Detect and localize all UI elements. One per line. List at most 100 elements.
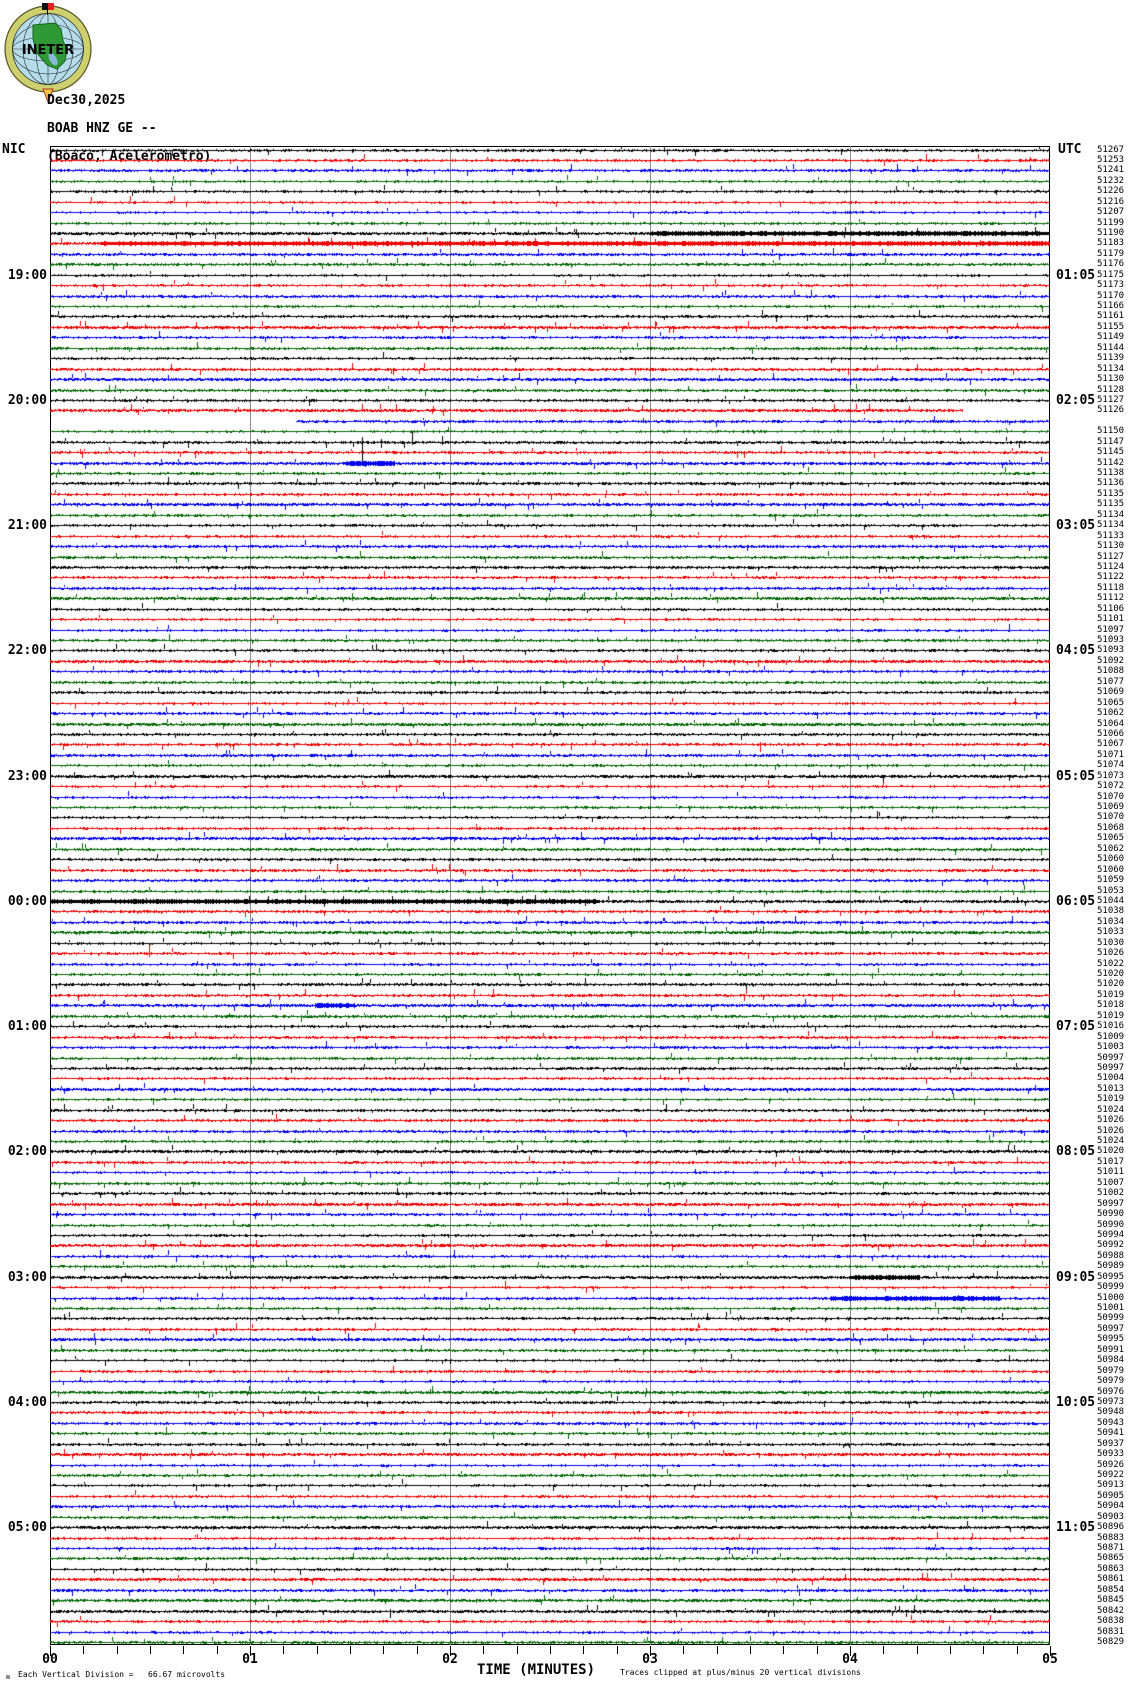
trace-count-value: 51267: [1097, 145, 1125, 155]
trace-count-value: 51044: [1097, 896, 1125, 906]
trace-count-value: 50979: [1097, 1376, 1125, 1386]
utc-timezone-label: UTC: [1058, 142, 1082, 157]
x-axis-tick: [617, 1646, 618, 1654]
trace-count-value: 50904: [1097, 1501, 1125, 1511]
x-axis-tick: [183, 1646, 184, 1654]
x-axis-tick-label: 03: [642, 1652, 658, 1667]
x-axis-tick-label: 01: [242, 1652, 258, 1667]
trace-count-value: 51001: [1097, 1303, 1125, 1313]
trace-count-value: 51007: [1097, 1178, 1125, 1188]
x-axis-tick: [1050, 1646, 1051, 1656]
trace-count-value: 51207: [1097, 207, 1125, 217]
x-axis-tick: [150, 1646, 151, 1654]
trace-count-value: 51145: [1097, 447, 1125, 457]
header-date: Dec30,2025: [47, 93, 126, 108]
trace-count-value: 51065: [1097, 698, 1125, 708]
trace-count-value: 51038: [1097, 906, 1125, 916]
seismogram-trace-canvas: [50, 146, 1050, 1645]
trace-count-value: 51093: [1097, 635, 1125, 645]
trace-count-value: 50937: [1097, 1439, 1125, 1449]
trace-count-value: 51190: [1097, 228, 1125, 238]
trace-count-value: 51166: [1097, 301, 1125, 311]
trace-count-value: 50984: [1097, 1355, 1125, 1365]
x-axis-tick-label: 04: [842, 1652, 858, 1667]
x-axis-tick: [650, 1646, 651, 1656]
trace-count-value: 51088: [1097, 666, 1125, 676]
trace-count-value: 50997: [1097, 1324, 1125, 1334]
trace-count-value: 51062: [1097, 708, 1125, 718]
nic-hour-label: 21:00: [7, 518, 47, 533]
trace-count-value: 50992: [1097, 1240, 1125, 1250]
trace-count-value: 51077: [1097, 677, 1125, 687]
trace-count-value: 51138: [1097, 468, 1125, 478]
trace-count-value: 51020: [1097, 979, 1125, 989]
trace-count-value: 51074: [1097, 760, 1125, 770]
utc-hour-label: 02:05: [1056, 393, 1096, 408]
trace-count-value: 51026: [1097, 1126, 1125, 1136]
x-axis-tick: [750, 1646, 751, 1654]
trace-count-value: 51066: [1097, 729, 1125, 739]
x-axis-tick: [1017, 1646, 1018, 1654]
trace-count-value: 51170: [1097, 291, 1125, 301]
trace-count-value: 51134: [1097, 510, 1125, 520]
trace-count-value: 51101: [1097, 614, 1125, 624]
trace-count-value: 51093: [1097, 645, 1125, 655]
trace-count-value: 51059: [1097, 875, 1125, 885]
trace-count-value: 50861: [1097, 1574, 1125, 1584]
x-axis-tick: [517, 1646, 518, 1654]
trace-count-value: 50854: [1097, 1585, 1125, 1595]
x-axis-tick: [850, 1646, 851, 1656]
trace-count-value: 51060: [1097, 854, 1125, 864]
trace-count-value: 51173: [1097, 280, 1125, 290]
trace-count-value: 51127: [1097, 395, 1125, 405]
trace-count-value: 50943: [1097, 1418, 1125, 1428]
trace-count-value: 51175: [1097, 270, 1125, 280]
trace-count-value: 51070: [1097, 792, 1125, 802]
trace-count-value: 51060: [1097, 865, 1125, 875]
trace-count-value: 50999: [1097, 1282, 1125, 1292]
trace-count-value: 51124: [1097, 562, 1125, 572]
trace-count-value: 51034: [1097, 917, 1125, 927]
nic-hour-label: 05:00: [7, 1520, 47, 1535]
x-axis-tick: [50, 1646, 51, 1656]
trace-count-value: 50988: [1097, 1251, 1125, 1261]
trace-count-value: 51097: [1097, 625, 1125, 635]
trace-count-value: 51017: [1097, 1157, 1125, 1167]
trace-count-value: 50976: [1097, 1387, 1125, 1397]
trace-count-value: 51253: [1097, 155, 1125, 165]
trace-count-value: 51069: [1097, 802, 1125, 812]
trace-count-value: 50995: [1097, 1272, 1125, 1282]
trace-count-value: 50997: [1097, 1199, 1125, 1209]
utc-hour-label: 01:05: [1056, 268, 1096, 283]
x-axis-tick: [283, 1646, 284, 1654]
trace-count-value: 50883: [1097, 1533, 1125, 1543]
trace-count-value: 51139: [1097, 353, 1125, 363]
trace-count-value: 51002: [1097, 1188, 1125, 1198]
trace-count-value: 51053: [1097, 886, 1125, 896]
trace-count-value: 50941: [1097, 1428, 1125, 1438]
trace-count-value: 51064: [1097, 719, 1125, 729]
trace-count-value: 51062: [1097, 844, 1125, 854]
trace-count-value: 51069: [1097, 687, 1125, 697]
x-axis-tick: [783, 1646, 784, 1654]
x-axis-tick: [417, 1646, 418, 1654]
trace-count-value: 51135: [1097, 489, 1125, 499]
trace-count-value: 51134: [1097, 520, 1125, 530]
trace-count-value: 51019: [1097, 1011, 1125, 1021]
trace-count-value: 51142: [1097, 458, 1125, 468]
x-axis-tick: [250, 1646, 251, 1656]
trace-count-value: 51020: [1097, 969, 1125, 979]
trace-count-value: 51070: [1097, 812, 1125, 822]
nic-hour-label: 00:00: [7, 894, 47, 909]
x-axis-tick: [817, 1646, 818, 1654]
trace-count-value: 51134: [1097, 364, 1125, 374]
utc-hour-label: 10:05: [1056, 1395, 1096, 1410]
x-axis-tick: [483, 1646, 484, 1654]
trace-count-value: 51133: [1097, 531, 1125, 541]
trace-count-value: 51026: [1097, 1115, 1125, 1125]
trace-count-value: 50997: [1097, 1063, 1125, 1073]
nic-hour-label: 04:00: [7, 1395, 47, 1410]
header-station: BOAB HNZ GE --: [47, 121, 157, 136]
trace-count-value: 50999: [1097, 1313, 1125, 1323]
trace-count-value: 50991: [1097, 1345, 1125, 1355]
